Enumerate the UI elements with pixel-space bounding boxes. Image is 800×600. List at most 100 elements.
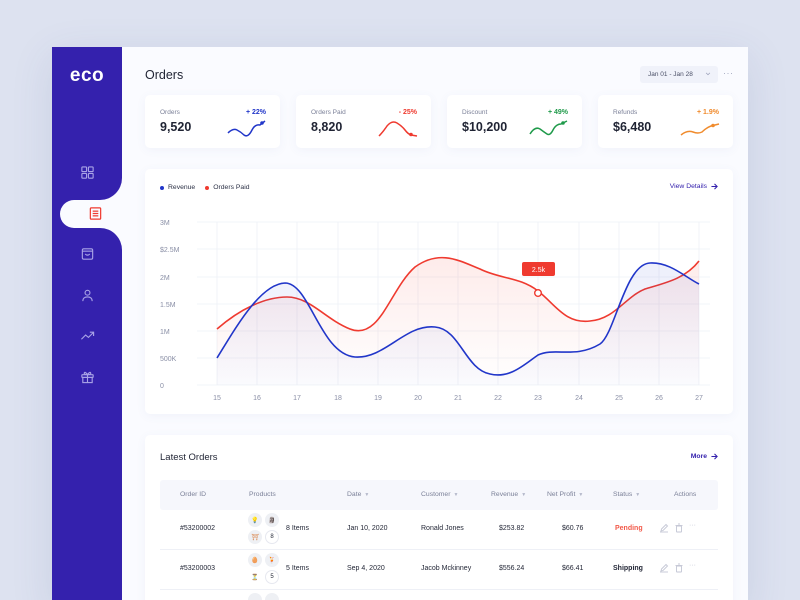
row-more-options[interactable]: ··· [689,562,696,569]
more-options-button[interactable]: ··· [723,68,734,78]
delete-icon[interactable] [674,563,684,573]
latest-orders-title: Latest Orders [160,452,218,463]
sort-icon: ▼ [364,491,370,498]
legend-label: Revenue [168,184,196,191]
svg-text:500K: 500K [160,356,177,363]
items-count: 5 Items [286,565,309,572]
stat-value: $6,480 [613,120,652,134]
active-tab-background [60,200,130,228]
arrow-right-icon [711,183,718,190]
column-revenue[interactable]: Revenue ▼ [491,491,527,498]
sidebar-item-dashboard[interactable] [52,159,122,185]
product-thumbnail-stool: ⛩ [248,530,262,544]
main-content: Orders Jan 01 - Jan 28 ··· Orders 9,520 … [122,47,748,600]
svg-text:0: 0 [160,383,164,390]
stat-card-orders-paid: Orders Paid 8,820 - 25% [296,95,431,148]
table-row[interactable]: #53200003 🥚 🍹 ⏳ 5 5 Items Sep 4, 2020 Ja… [160,550,718,590]
list-document-icon [89,206,101,220]
stat-label: Orders [160,109,180,116]
revenue-chart-card: Revenue Orders Paid View Details [145,169,733,414]
svg-text:21: 21 [454,395,462,402]
net-profit-value: $60.76 [562,525,584,532]
svg-text:22: 22 [494,395,502,402]
stat-label: Discount [462,109,488,116]
product-count-badge: 8 [265,530,279,544]
stat-delta: + 1.9% [697,109,719,116]
page-title: Orders [145,68,184,82]
product-thumbnail-vase: 🥚 [248,553,262,567]
legend-item-revenue[interactable]: Revenue [160,184,195,191]
chart-legend: Revenue Orders Paid [160,184,249,191]
shopping-bag-icon [81,247,93,260]
stat-card-orders: Orders 9,520 + 22% [145,95,280,148]
arrow-right-icon [711,453,718,460]
legend-dot [205,185,210,190]
svg-text:20: 20 [414,395,422,402]
order-id[interactable]: #53200003 [180,565,216,572]
date-range-value: Jan 01 - Jan 28 [648,71,693,78]
order-date: Sep 4, 2020 [347,565,385,572]
product-thumbnail-figure: 🗿 [265,513,279,527]
sort-icon: ▼ [453,491,459,498]
sidebar-item-analytics[interactable] [52,322,122,348]
sort-icon: ▼ [578,491,584,498]
column-net-profit[interactable]: Net Profit ▼ [547,491,584,498]
product-thumbnails [248,593,282,600]
svg-text:2M: 2M [160,275,170,282]
product-thumbnail-lamp: ⏳ [248,570,262,584]
svg-text:$2.5M: $2.5M [160,247,180,254]
column-actions: Actions [674,491,697,498]
tooltip-marker [534,288,543,297]
product-thumbnail [265,593,279,600]
column-customer[interactable]: Customer ▼ [421,491,459,498]
stat-value: $10,200 [462,120,508,134]
view-details-label: View Details [669,183,707,190]
column-products: Products [249,491,276,498]
edit-icon[interactable] [659,563,669,573]
order-id[interactable]: #53200002 [180,525,216,532]
stat-value: 9,520 [160,120,192,134]
product-thumbnail-drink: 🍹 [265,553,279,567]
svg-text:18: 18 [334,395,342,402]
net-profit-value: $66.41 [562,565,584,572]
svg-text:27: 27 [695,395,703,402]
logo: eco [69,65,105,86]
stat-label: Refunds [613,109,638,116]
line-chart: 0 500K 1M 1.5M 2M $2.5M 3M 15 16 17 18 1… [160,220,710,402]
stat-delta: + 22% [245,109,266,116]
stat-delta: + 49% [547,109,568,116]
date-range-picker[interactable]: Jan 01 - Jan 28 [640,66,718,83]
user-icon [81,289,93,301]
product-thumbnail [248,593,262,600]
sidebar-item-promotions[interactable] [52,363,122,389]
table-row[interactable] [160,590,718,600]
revenue-area [217,262,699,385]
delete-icon[interactable] [674,523,684,533]
view-details-link[interactable]: View Details [670,183,718,190]
latest-orders-card: Latest Orders More Order ID Products Dat… [145,435,733,600]
svg-text:3M: 3M [160,220,170,227]
sparkline-chart [529,120,568,136]
sort-icon: ▼ [635,491,641,498]
sidebar-item-customers[interactable] [52,282,122,308]
legend-label: Orders Paid [213,184,250,191]
svg-text:19: 19 [374,395,382,402]
sidebar-item-products[interactable] [52,240,122,266]
table-row[interactable]: #53200002 💡 🗿 ⛩ 8 8 Items Jan 10, 2020 R… [160,510,718,550]
more-label: More [690,453,707,460]
sidebar-item-orders[interactable] [60,200,130,226]
app-window: eco [52,47,748,600]
sparkline-chart [378,121,418,137]
column-date[interactable]: Date ▼ [347,491,370,498]
legend-item-orders-paid[interactable]: Orders Paid [205,184,249,191]
row-more-options[interactable]: ··· [689,522,696,529]
more-orders-link[interactable]: More [691,453,718,460]
edit-icon[interactable] [659,523,669,533]
chart-tooltip: 2.5k [522,262,555,297]
svg-text:26: 26 [655,395,663,402]
product-count-badge: 5 [265,570,279,584]
column-order-id: Order ID [180,491,207,498]
status-badge: Shipping [613,565,643,572]
x-axis-ticks: 15 16 17 18 19 20 21 22 23 24 25 26 27 [213,395,703,402]
column-status[interactable]: Status ▼ [613,491,641,498]
